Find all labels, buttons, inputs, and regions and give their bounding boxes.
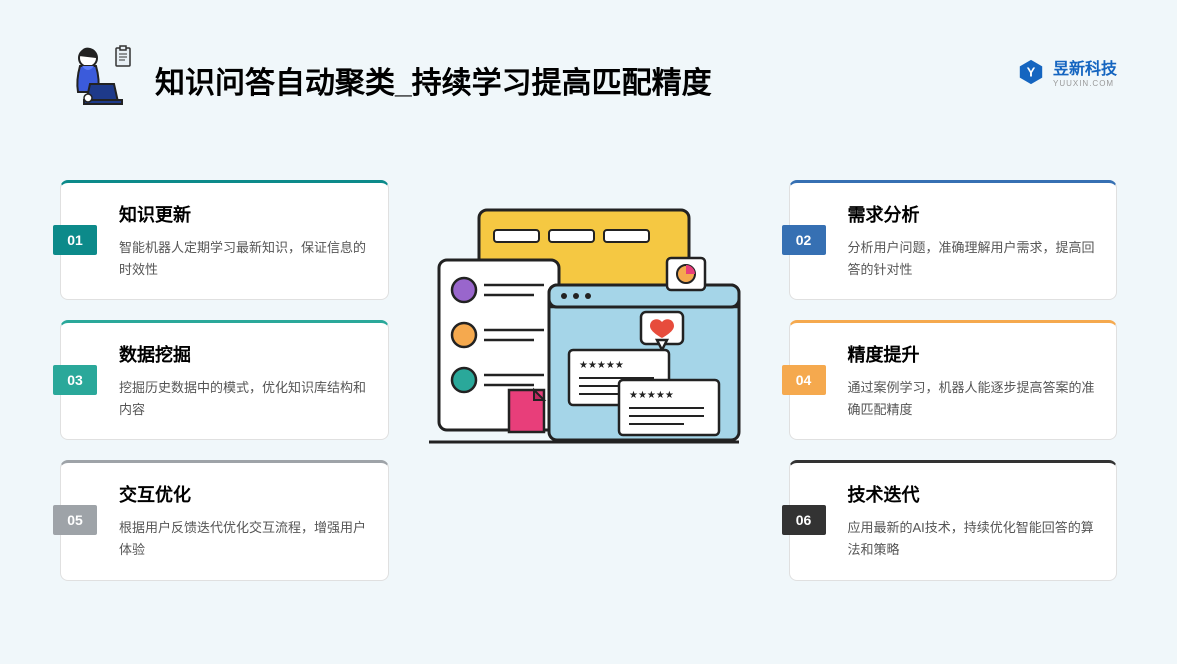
logo-subtext: YUUXIN.COM [1053, 79, 1117, 88]
card-desc: 挖掘历史数据中的模式，优化知识库结构和内容 [119, 377, 368, 421]
card-02: 02 需求分析 分析用户问题，准确理解用户需求，提高回答的针对性 [789, 180, 1118, 300]
brand-logo: Y 昱新科技 YUUXIN.COM [1017, 55, 1117, 88]
svg-text:★★★★★: ★★★★★ [579, 360, 624, 371]
left-column: 01 知识更新 智能机器人定期学习最新知识，保证信息的时效性 03 数据挖掘 挖… [60, 180, 389, 581]
logo-text: 昱新科技 [1053, 55, 1117, 79]
card-title: 数据挖掘 [119, 341, 368, 367]
content-area: 01 知识更新 智能机器人定期学习最新知识，保证信息的时效性 03 数据挖掘 挖… [0, 140, 1177, 621]
card-number: 04 [782, 365, 826, 395]
center-illustration: ★★★★★ ★★★★★ [419, 190, 759, 470]
card-title: 交互优化 [119, 481, 368, 507]
person-laptop-icon [60, 40, 140, 120]
card-title: 技术迭代 [848, 481, 1097, 507]
card-title: 精度提升 [848, 341, 1097, 367]
card-05: 05 交互优化 根据用户反馈迭代优化交互流程，增强用户体验 [60, 460, 389, 580]
logo-hexagon-icon: Y [1017, 58, 1045, 86]
svg-text:★★★★★: ★★★★★ [629, 390, 674, 401]
card-04: 04 精度提升 通过案例学习，机器人能逐步提高答案的准确匹配精度 [789, 320, 1118, 440]
card-01: 01 知识更新 智能机器人定期学习最新知识，保证信息的时效性 [60, 180, 389, 300]
card-title: 需求分析 [848, 201, 1097, 227]
right-column: 02 需求分析 分析用户问题，准确理解用户需求，提高回答的针对性 04 精度提升… [789, 180, 1118, 581]
card-desc: 通过案例学习，机器人能逐步提高答案的准确匹配精度 [848, 377, 1097, 421]
header: 知识问答自动聚类_持续学习提高匹配精度 Y 昱新科技 YUUXIN.COM [0, 0, 1177, 140]
card-desc: 智能机器人定期学习最新知识，保证信息的时效性 [119, 237, 368, 281]
card-03: 03 数据挖掘 挖掘历史数据中的模式，优化知识库结构和内容 [60, 320, 389, 440]
page-title: 知识问答自动聚类_持续学习提高匹配精度 [155, 58, 712, 102]
card-desc: 应用最新的AI技术，持续优化智能回答的算法和策略 [848, 517, 1097, 561]
card-title: 知识更新 [119, 201, 368, 227]
card-number: 02 [782, 225, 826, 255]
card-number: 05 [53, 505, 97, 535]
card-number: 03 [53, 365, 97, 395]
card-number: 01 [53, 225, 97, 255]
card-06: 06 技术迭代 应用最新的AI技术，持续优化智能回答的算法和策略 [789, 460, 1118, 580]
card-number: 06 [782, 505, 826, 535]
card-desc: 根据用户反馈迭代优化交互流程，增强用户体验 [119, 517, 368, 561]
svg-text:Y: Y [1027, 64, 1036, 79]
card-desc: 分析用户问题，准确理解用户需求，提高回答的针对性 [848, 237, 1097, 281]
